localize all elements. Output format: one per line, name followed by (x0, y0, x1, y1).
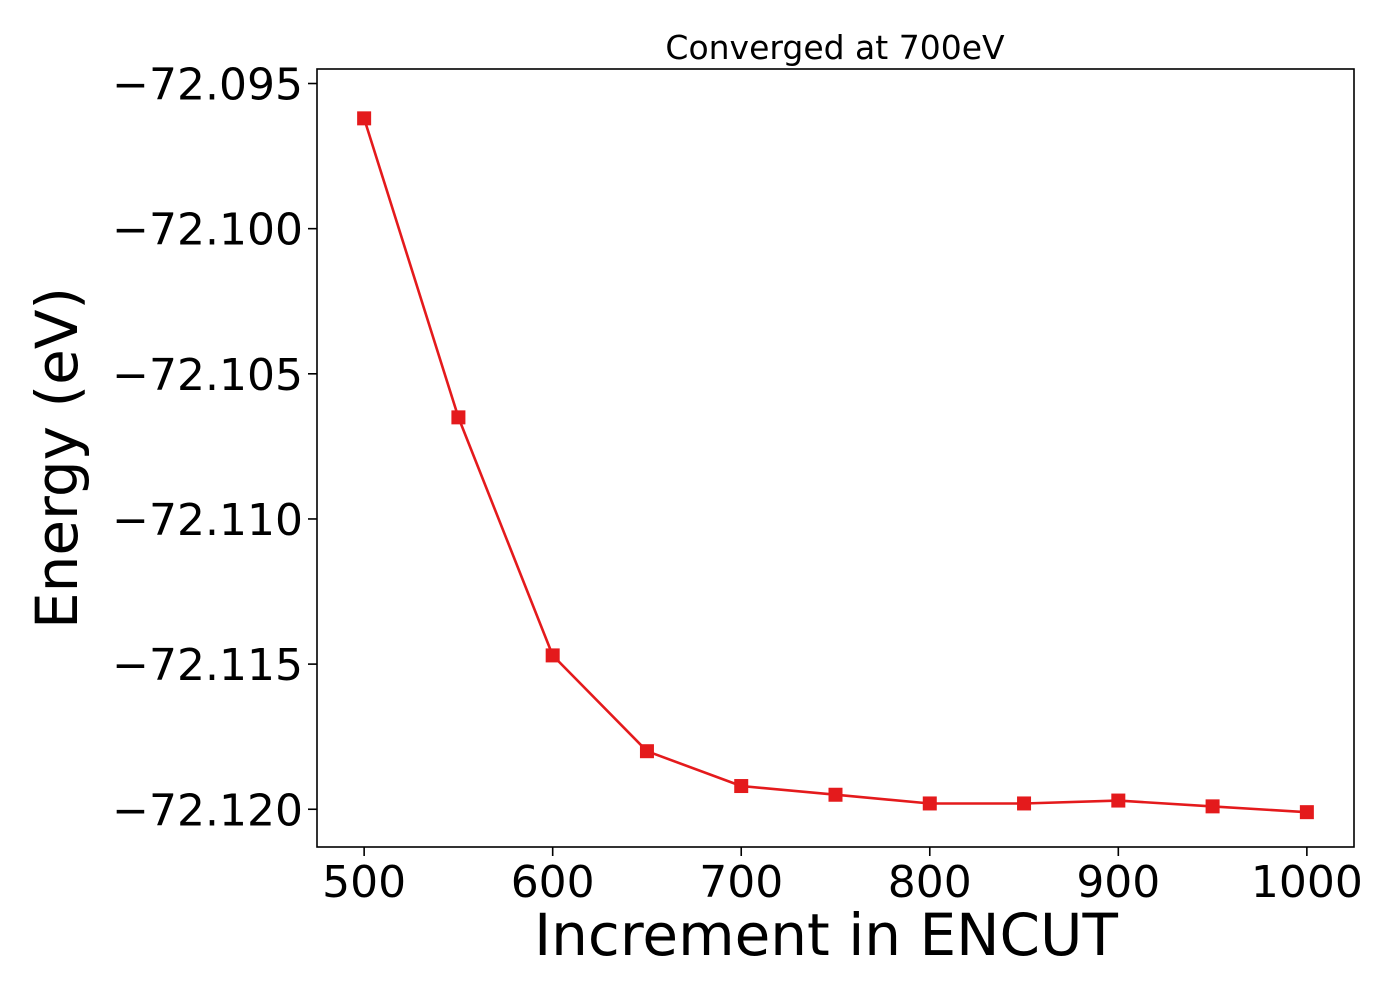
data-point-marker (357, 111, 372, 126)
chart-title: Converged at 700eV (665, 28, 1005, 67)
data-point-marker (734, 779, 749, 794)
data-point-marker (1017, 796, 1032, 811)
x-axis-ticks: 500 600 700 800 900 1000 (322, 847, 1363, 908)
data-point-marker (451, 410, 466, 425)
data-point-marker (1205, 799, 1220, 814)
y-tick-label: −72.100 (112, 205, 303, 256)
data-point-marker (639, 744, 654, 759)
x-tick-label: 800 (888, 857, 972, 908)
data-point-marker (545, 648, 560, 663)
x-tick-label: 500 (322, 857, 406, 908)
y-tick-label: −72.110 (112, 495, 303, 546)
data-point-marker (1111, 793, 1126, 808)
x-tick-label: 700 (699, 857, 783, 908)
y-tick-label: −72.115 (112, 640, 303, 691)
y-tick-label: −72.095 (112, 60, 303, 111)
series-line (362, 118, 1307, 814)
y-axis-ticks: −72.095 −72.100 −72.105 −72.110 −72.115 −72.1… (112, 60, 317, 836)
x-axis-title: Increment in ENCUT (534, 901, 1118, 969)
x-tick-label: 900 (1076, 857, 1160, 908)
y-tick-label: −72.120 (112, 785, 303, 836)
data-point-marker (828, 787, 843, 802)
x-tick-label: 1000 (1251, 857, 1363, 908)
data-point-marker (922, 796, 937, 811)
series-group (357, 111, 1314, 820)
y-axis-title: Energy (eV) (23, 287, 91, 629)
y-tick-label: −72.105 (112, 350, 303, 401)
plot-area-frame (316, 68, 1355, 848)
x-tick-label: 600 (511, 857, 595, 908)
data-point-marker (1299, 805, 1314, 820)
